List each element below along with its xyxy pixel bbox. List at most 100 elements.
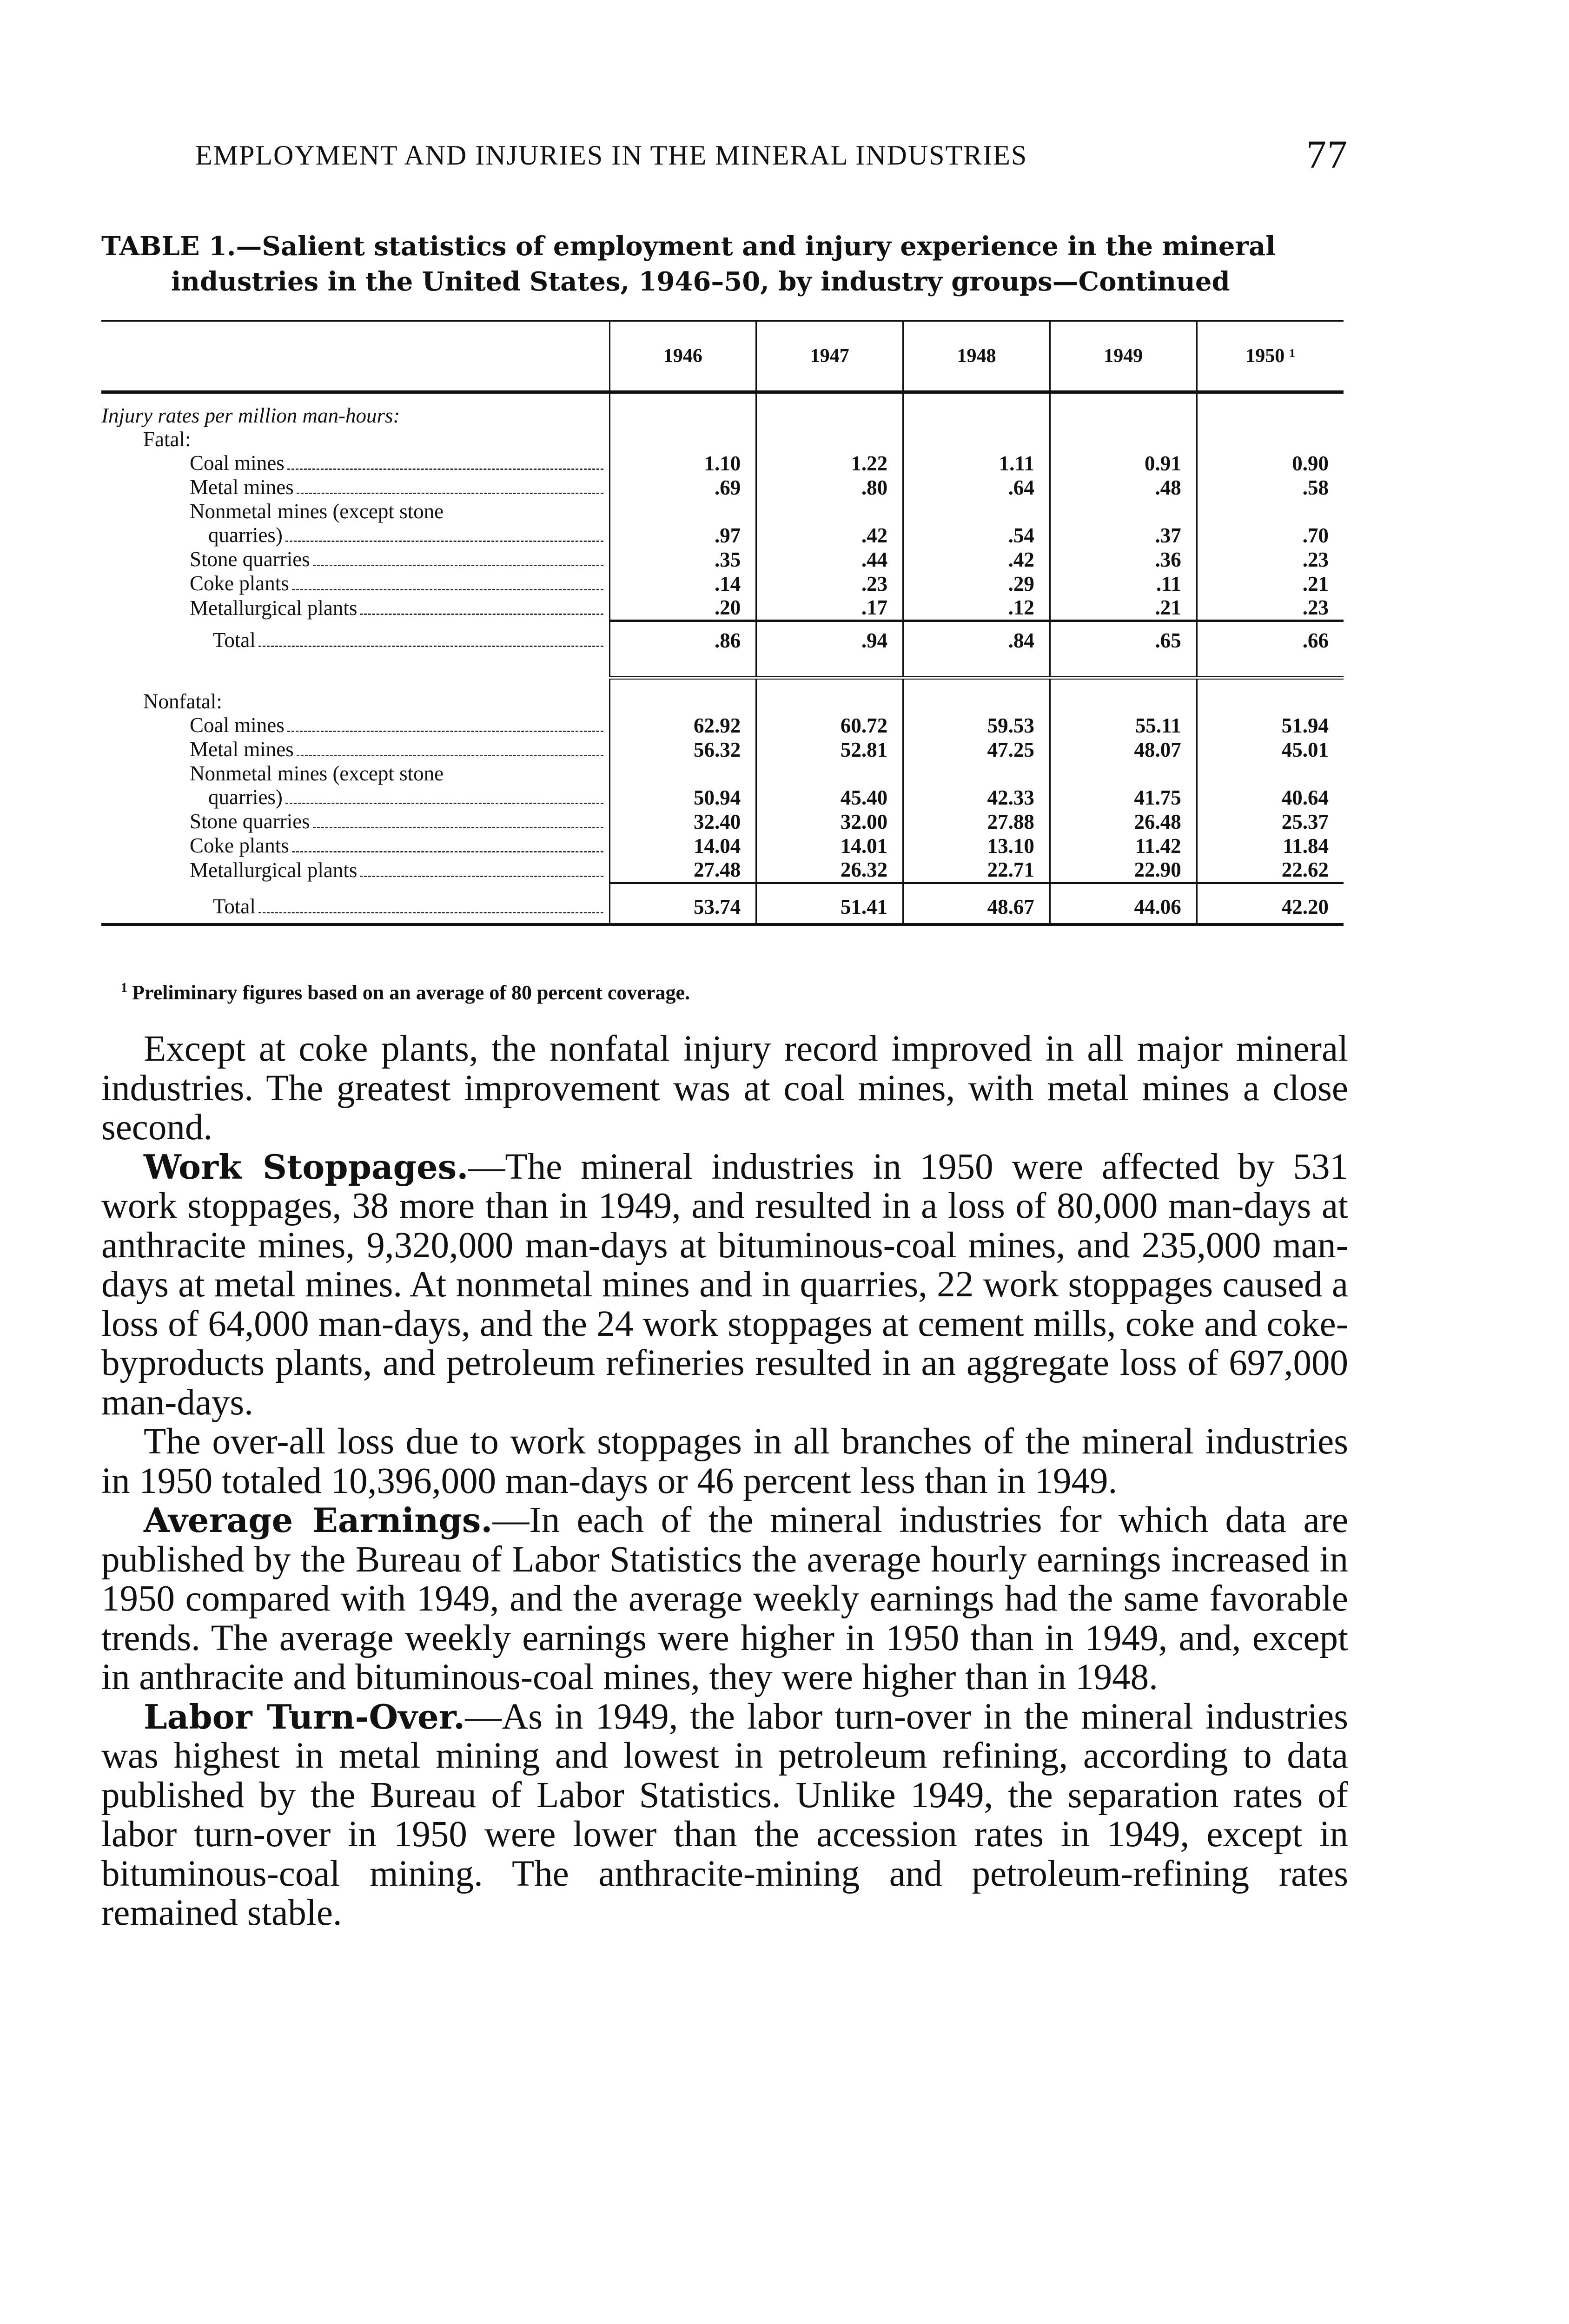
value-cell [609,500,756,523]
value-cell [1049,762,1197,786]
value-cell: .35 [609,548,756,572]
value-cell [1196,500,1344,523]
value-cell: .23 [1196,596,1344,621]
spacer-cell [1049,678,1197,690]
leader-dots [287,731,603,732]
leader-dots [360,613,603,615]
column-header: 1949 [1049,320,1197,394]
value-cell [1049,690,1197,713]
row-label-text: Coal mines [190,713,285,737]
value-cell: 14.04 [609,834,756,858]
table-row: Coke plants 14.04 14.01 13.10 11.42 11.84 [101,834,1344,858]
value-cell: .69 [609,475,756,500]
value-cell [1196,428,1344,451]
table-row: Nonmetal mines (except stone [101,762,1344,786]
value-cell: 1.22 [755,451,903,475]
table-row: Nonmetal mines (except stone [101,500,1344,523]
row-label-wrap: Nonmetal mines (except stone [101,500,605,523]
value-cell: 22.62 [1196,858,1344,883]
row-label: Coke plants [101,834,609,858]
value-cell: .97 [609,523,756,548]
value-cell: 26.32 [755,858,903,883]
leader-dots [258,912,603,913]
body-text: Except at coke plants, the nonfatal inju… [101,1029,1349,1933]
stub-header [101,320,609,394]
row-label-wrap: Coal mines [101,713,605,738]
rule-cell [1049,653,1197,680]
row-label-text: Nonfatal: [143,690,222,713]
row-label: Metal mines [101,475,609,500]
value-cell [609,690,756,713]
value-cell: 0.90 [1196,451,1344,475]
row-label: Total [101,891,609,926]
value-cell: 44.06 [1049,891,1197,926]
row-label-text: Nonmetal mines (except stone [190,500,444,523]
value-cell: 41.75 [1049,786,1197,810]
row-label: quarries) [101,523,609,548]
value-cell: .20 [609,596,756,621]
rule-cell [902,620,1050,628]
table-row: Metal mines 56.32 52.81 47.25 48.07 45.01 [101,738,1344,762]
spacer-cell [1049,392,1197,404]
leader-dots [296,755,603,756]
table-row: Metal mines .69.80.64.48.58 [101,475,1344,500]
spacer-cell [902,678,1050,690]
leader-dots [285,541,603,542]
value-cell [1049,404,1197,428]
rule-cell [902,882,1050,891]
value-cell: 32.00 [755,810,903,834]
column-header: 1947 [755,320,903,394]
value-cell: .80 [755,475,903,500]
row-label: Injury rates per million man-hours: [101,404,609,428]
rule-cell [609,653,756,680]
rule-cell [1196,653,1344,680]
total-rule [101,620,1344,628]
paragraph-text: —In each of the mineral industries for w… [101,1500,1349,1697]
row-label: Nonmetal mines (except stone [101,762,609,786]
value-cell: 52.81 [755,738,903,762]
value-cell: 27.88 [902,810,1050,834]
spacer-cell [101,678,609,690]
paragraph: Work Stoppages.—The mineral industries i… [101,1147,1348,1423]
leader-dots [291,851,603,852]
table-row: Coal mines 62.92 60.72 59.53 55.11 51.94 [101,713,1344,738]
value-cell: 25.37 [1196,810,1344,834]
value-cell [755,762,903,786]
value-cell: .11 [1049,572,1197,596]
row-label-wrap: Metallurgical plants [101,858,605,883]
row-label: Coal mines [101,451,609,475]
spacer-row [101,678,1344,690]
value-cell: .65 [1049,628,1197,653]
row-label: Stone quarries [101,548,609,572]
table-row: Stone quarries 32.40 32.00 27.88 26.48 25.37 [101,810,1344,834]
spacer-cell [755,392,903,404]
value-cell: 40.64 [1196,786,1344,810]
value-cell: 55.11 [1049,713,1197,738]
spacer-cell [1196,392,1344,404]
value-cell [1196,690,1344,713]
row-label: Coal mines [101,713,609,738]
value-cell: 1.11 [902,451,1050,475]
row-label: Nonmetal mines (except stone [101,500,609,523]
value-cell: 56.32 [609,738,756,762]
spacer-cell [101,392,609,404]
value-cell: 26.48 [1049,810,1197,834]
value-cell: .12 [902,596,1050,621]
table-row: Coke plants .14.23.29.11.21 [101,572,1344,596]
row-label-text: Total [213,628,256,652]
row-label-wrap: Metallurgical plants [101,596,605,621]
paragraph: The over-all loss due to work stoppages … [101,1422,1348,1501]
table-row: Coal mines 1.10 1.22 1.11 0.91 0.90 [101,451,1344,475]
leader-dots [312,827,603,828]
rule-cell [101,883,609,891]
row-label-wrap: Metal mines [101,475,605,500]
rule-cell [755,620,903,628]
value-cell: 45.40 [755,786,903,810]
row-label-text: Stone quarries [190,810,310,833]
value-cell: .64 [902,475,1050,500]
column-header: 1946 [609,320,756,394]
row-label: Stone quarries [101,810,609,834]
row-label-text: Metallurgical plants [190,596,357,620]
value-cell: 62.92 [609,713,756,738]
row-label-text: Metallurgical plants [190,858,357,882]
